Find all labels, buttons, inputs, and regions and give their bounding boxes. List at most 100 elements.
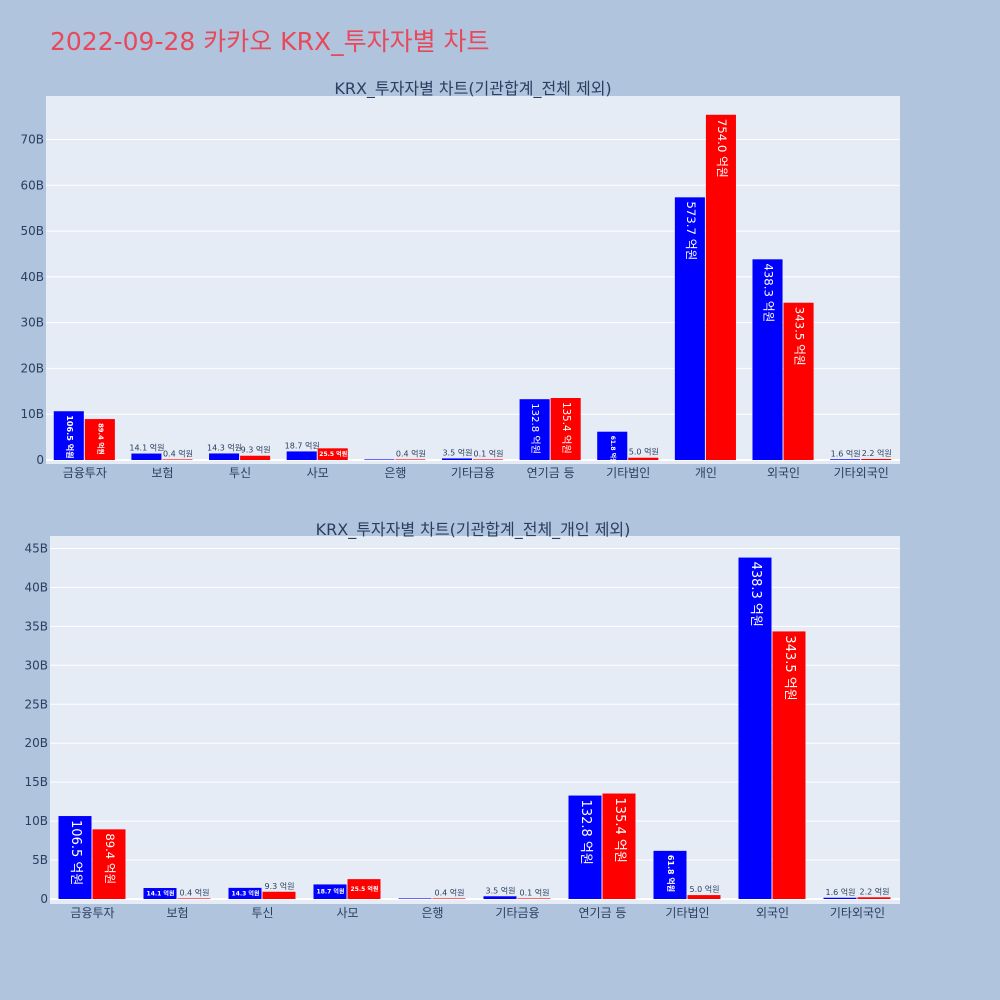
bar	[92, 829, 126, 899]
bar	[240, 455, 271, 460]
bar	[628, 457, 659, 460]
y-tick-label: 5B	[32, 853, 48, 867]
data-label: 9.3 억원	[265, 881, 295, 891]
bar	[347, 879, 381, 899]
bar	[772, 631, 806, 899]
y-tick-label: 40B	[24, 580, 48, 594]
bar	[861, 458, 892, 460]
data-label: 106.5 억원	[68, 820, 83, 885]
data-label: 3.5 억원	[442, 447, 472, 457]
page-title: 2022-09-28 카카오 KRX_투자자별 차트	[50, 27, 490, 56]
data-label: 18.7 억원	[285, 440, 320, 450]
data-label: 0.1 억원	[520, 887, 550, 897]
bar	[653, 850, 687, 899]
bar	[286, 451, 317, 460]
x-tick-label: 사모	[307, 466, 329, 480]
data-label: 61.8 억원	[666, 855, 676, 892]
data-label: 1.6 억원	[826, 887, 856, 897]
bar	[783, 302, 814, 460]
y-tick-label: 20B	[20, 361, 44, 375]
data-label: 0.4 억원	[435, 887, 465, 897]
data-label: 438.3 억원	[762, 263, 776, 322]
y-tick-label: 15B	[24, 775, 48, 789]
x-tick-label: 사모	[336, 906, 358, 920]
bar	[398, 898, 432, 899]
data-label: 14.1 억원	[147, 890, 175, 898]
data-label: 106.5 억원	[65, 415, 75, 458]
y-tick-label: 45B	[24, 541, 48, 555]
y-tick-label: 60B	[20, 178, 44, 192]
bar	[550, 398, 581, 460]
bar	[177, 898, 211, 899]
x-tick-label: 은행	[421, 905, 443, 920]
x-tick-label: 기타법인	[606, 466, 650, 480]
data-label: 135.4 억원	[612, 798, 627, 863]
bar	[687, 895, 721, 899]
bar	[162, 459, 193, 460]
y-tick-label: 50B	[20, 224, 44, 238]
bar	[364, 459, 395, 460]
data-label: 0.4 억원	[180, 887, 210, 897]
bar	[857, 897, 891, 899]
bar	[432, 898, 466, 899]
y-tick-label: 30B	[20, 316, 44, 330]
chart-title: KRX_투자자별 차트(기관합계_전체 제외)	[334, 79, 611, 99]
bar	[823, 897, 857, 899]
data-label: 5.0 억원	[690, 884, 720, 894]
x-tick-label: 외국인	[756, 906, 789, 920]
data-label: 0.4 억원	[163, 448, 193, 458]
bar	[84, 419, 115, 460]
bar	[705, 114, 736, 460]
bar	[131, 453, 162, 460]
x-tick-label: 기타외국인	[834, 466, 889, 480]
bar	[58, 816, 92, 899]
bar	[597, 431, 628, 460]
data-label: 0.4 억원	[396, 448, 426, 458]
data-label: 438.3 억원	[748, 562, 763, 627]
bar	[262, 891, 296, 899]
y-tick-label: 40B	[20, 270, 44, 284]
y-tick-label: 10B	[24, 814, 48, 828]
bar	[313, 884, 347, 899]
bar	[209, 453, 240, 460]
bar	[143, 888, 177, 899]
data-label: 132.8 억원	[529, 403, 541, 454]
x-tick-label: 연기금 등	[579, 906, 627, 920]
bar	[483, 896, 517, 899]
bar	[519, 399, 550, 460]
data-label: 61.8 억원	[609, 436, 617, 464]
y-tick-label: 25B	[24, 697, 48, 711]
data-label: 3.5 억원	[486, 885, 516, 895]
x-tick-label: 은행	[384, 465, 406, 480]
bar	[473, 459, 504, 460]
bar	[752, 259, 783, 460]
data-label: 18.7 억원	[317, 888, 345, 896]
x-tick-label: 기타금융	[451, 466, 495, 480]
data-label: 754.0 억원	[715, 119, 729, 178]
x-tick-label: 기타금융	[495, 906, 539, 920]
data-label: 132.8 억원	[578, 800, 593, 865]
data-label: 89.4 억원	[96, 423, 105, 455]
data-label: 2.2 억원	[862, 448, 892, 458]
data-label: 5.0 억원	[629, 447, 659, 457]
x-tick-label: 개인	[695, 466, 717, 480]
bar	[568, 795, 602, 899]
y-tick-label: 0	[40, 892, 48, 906]
data-label: 14.1 억원	[129, 443, 164, 453]
bar	[441, 458, 472, 460]
bar	[395, 459, 426, 460]
y-tick-label: 30B	[24, 658, 48, 672]
x-tick-label: 보험	[166, 906, 188, 920]
bar	[602, 793, 636, 899]
data-label: 14.3 억원	[207, 442, 242, 452]
bar	[674, 197, 705, 461]
bar	[53, 411, 84, 460]
data-label: 25.5 억원	[351, 885, 379, 893]
data-label: 14.3 억원	[232, 889, 260, 897]
data-label: 9.3 억원	[241, 445, 271, 455]
y-tick-label: 20B	[24, 736, 48, 750]
y-tick-label: 0	[36, 453, 44, 467]
data-label: 1.6 억원	[831, 448, 861, 458]
bar	[317, 448, 348, 460]
